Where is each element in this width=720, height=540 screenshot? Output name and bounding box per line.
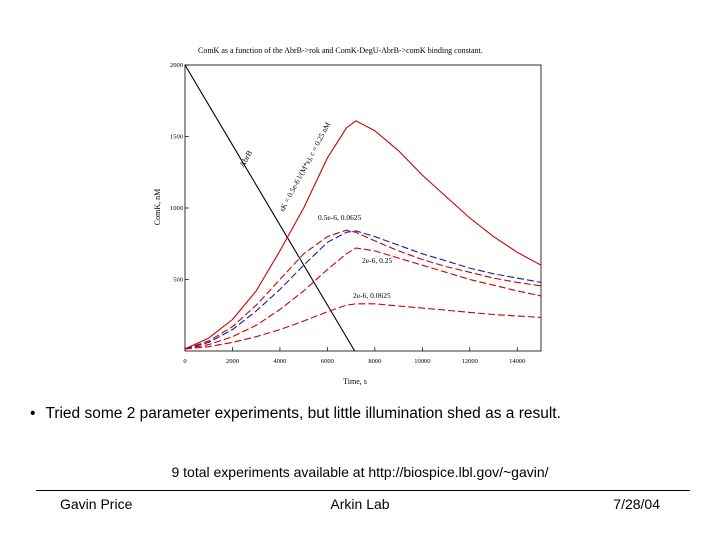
series-line-1: [184, 120, 542, 350]
x-tick-label: 4000: [273, 358, 286, 365]
series-line-0: [184, 64, 356, 352]
label-dashed-upper: 0.5e-6, 0.0625: [318, 213, 362, 222]
chart-svg: 0 2000 4000 6000 8000 10000 12000 14000 2000 150…: [153, 62, 542, 386]
y-tick-label: 1000: [170, 205, 183, 212]
series-group: [184, 64, 542, 352]
y-tick-label: 500: [173, 277, 183, 284]
chart: 0 2000 4000 6000 8000 10000 12000 14000 2000 150…: [150, 40, 560, 390]
y-tick-label: 2000: [170, 62, 183, 69]
bullet-marker: •: [30, 405, 36, 422]
x-tick-label: 12000: [462, 358, 478, 365]
y-axis-label: ComK, nM: [153, 189, 162, 225]
label-abrb: AbrB: [237, 149, 254, 169]
y-tick-label: 1500: [170, 134, 183, 141]
x-tick-label: 0: [183, 358, 186, 365]
series-line-4: [184, 247, 542, 350]
footer-lab: Arkin Lab: [330, 496, 390, 512]
label-dashed-mid: 2e-6, 0.25: [362, 256, 392, 265]
x-tick-label: 6000: [321, 358, 334, 365]
label-dashed-low: 2e-6, 0.0625: [353, 291, 391, 300]
series-line-2: [184, 229, 542, 350]
label-top-curve: sK = 0.5e-6 l/(M*s), c = 0.25 nM: [277, 120, 332, 213]
x-tick-label: 10000: [414, 358, 430, 365]
x-tick-label: 2000: [226, 358, 239, 365]
series-line-3: [184, 230, 542, 350]
x-tick-label: 8000: [368, 358, 381, 365]
plot-frame: [184, 64, 542, 352]
y-ticks: 2000 1500 1000 500: [170, 62, 189, 284]
chart-title: ComK as a function of the AbrB->rok and …: [198, 46, 483, 55]
x-ticks: 0 2000 4000 6000 8000 10000 12000 14000: [183, 347, 525, 365]
footer-divider: [36, 490, 690, 491]
footer-date: 7/28/04: [613, 496, 660, 512]
x-axis-label: Time, s: [343, 377, 367, 386]
experiments-note: 9 total experiments available at http://…: [171, 464, 549, 480]
footer-author: Gavin Price: [60, 496, 133, 512]
series-line-5: [184, 303, 542, 350]
x-tick-label: 14000: [509, 358, 525, 365]
bullet-text: Tried some 2 parameter experiments, but …: [45, 405, 561, 422]
bullet-point: • Tried some 2 parameter experiments, but…: [30, 405, 561, 423]
